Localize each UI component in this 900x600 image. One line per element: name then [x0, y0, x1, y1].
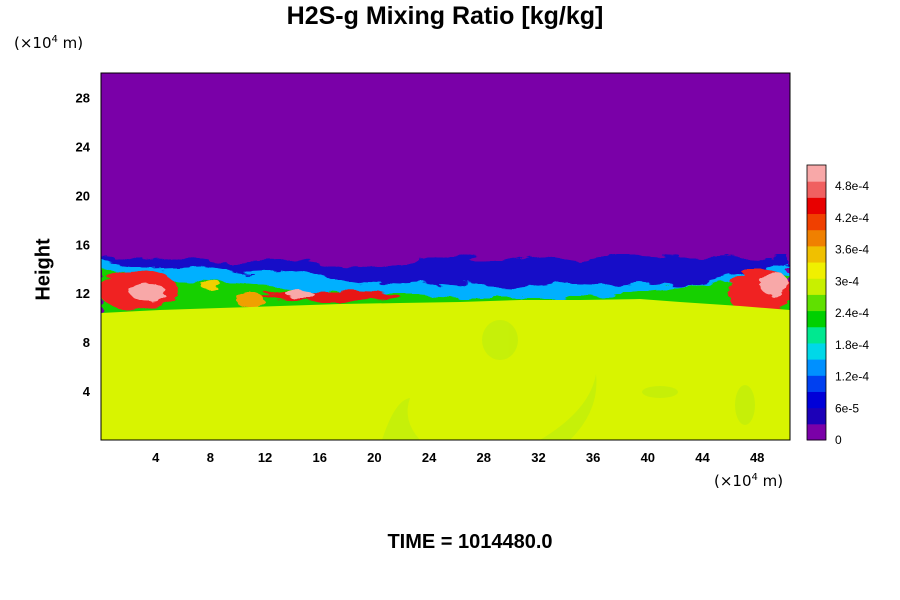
colorbar-swatch — [807, 407, 826, 425]
colorbar-label: 3e-4 — [835, 274, 859, 288]
colorbar-label: 4.8e-4 — [835, 179, 869, 193]
colorbar-swatch — [807, 310, 826, 328]
colorbar-label: 1.8e-4 — [835, 338, 869, 352]
x-tick-label: 28 — [477, 450, 491, 465]
lower-layer — [101, 299, 790, 440]
x-tick-label: 16 — [312, 450, 326, 465]
colorbar-label: 6e-5 — [835, 401, 859, 415]
pink-blob-right — [760, 272, 788, 296]
x-tick-label: 4 — [152, 450, 160, 465]
colorbar-swatch — [807, 423, 826, 441]
x-axis-unit: (×104 m) — [714, 472, 784, 490]
colorbar-label: 2.4e-4 — [835, 306, 869, 320]
colorbar-swatch — [807, 278, 826, 295]
orange-blob-mid — [236, 292, 264, 308]
chart-title: H2S-g Mixing Ratio [kg/kg] — [286, 2, 604, 30]
faint-plume-b — [540, 374, 597, 440]
colorbar-swatch — [807, 245, 826, 263]
faint-patch-c — [482, 320, 518, 360]
faint-patch-e — [735, 385, 755, 425]
colorbar-swatch — [807, 326, 826, 344]
y-tick-label: 20 — [76, 188, 90, 203]
colorbar-swatch — [807, 391, 826, 409]
y-tick-label: 28 — [76, 90, 90, 105]
yellow-blob-mid — [200, 278, 220, 290]
y-tick-label: 16 — [76, 237, 90, 252]
pink-blob-left — [130, 283, 166, 301]
colorbar-swatch — [807, 213, 826, 231]
time-label: TIME = 1014480.0 — [387, 531, 553, 553]
y-tick-label: 12 — [76, 286, 90, 301]
colorbar-label: 1.2e-4 — [835, 370, 869, 384]
x-tick-label: 32 — [531, 450, 545, 465]
x-tick-label: 20 — [367, 450, 381, 465]
heatmap-field — [101, 73, 790, 440]
colorbar-swatch — [807, 197, 826, 215]
y-tick-label: 8 — [83, 335, 90, 350]
faint-patch-d — [642, 386, 678, 398]
faint-plume-a — [382, 398, 420, 440]
y-tick-label: 24 — [76, 139, 91, 154]
colorbar-swatch — [807, 294, 826, 312]
x-tick-label: 40 — [641, 450, 655, 465]
x-tick-label: 48 — [750, 450, 764, 465]
y-tick-labels: 4 8 12 16 20 24 28 — [76, 90, 91, 399]
pink-blob-mid — [286, 290, 314, 298]
colorbar-swatch — [807, 165, 826, 182]
colorbar-swatch — [807, 375, 826, 392]
colorbar-label: 4.2e-4 — [835, 211, 869, 225]
y-tick-label: 4 — [83, 384, 91, 399]
x-tick-label: 44 — [695, 450, 710, 465]
x-tick-label: 24 — [422, 450, 437, 465]
colorbar-swatch — [807, 262, 826, 279]
colorbar-swatch — [807, 181, 826, 198]
colorbar-label: 0 — [835, 433, 842, 447]
x-tick-label: 12 — [258, 450, 272, 465]
colorbar-frame — [806, 164, 827, 441]
y-axis-unit: (×104 m) — [14, 34, 84, 52]
x-tick-label: 8 — [207, 450, 214, 465]
colorbar-swatch — [807, 229, 826, 247]
colorbar-label: 3.6e-4 — [835, 243, 869, 257]
x-tick-labels: 4 8 12 16 20 24 28 32 36 40 44 48 — [152, 450, 764, 465]
x-tick-label: 36 — [586, 450, 600, 465]
plot-frame — [100, 72, 791, 441]
colorbar-swatch — [807, 342, 826, 360]
colorbar-swatch — [807, 359, 826, 376]
